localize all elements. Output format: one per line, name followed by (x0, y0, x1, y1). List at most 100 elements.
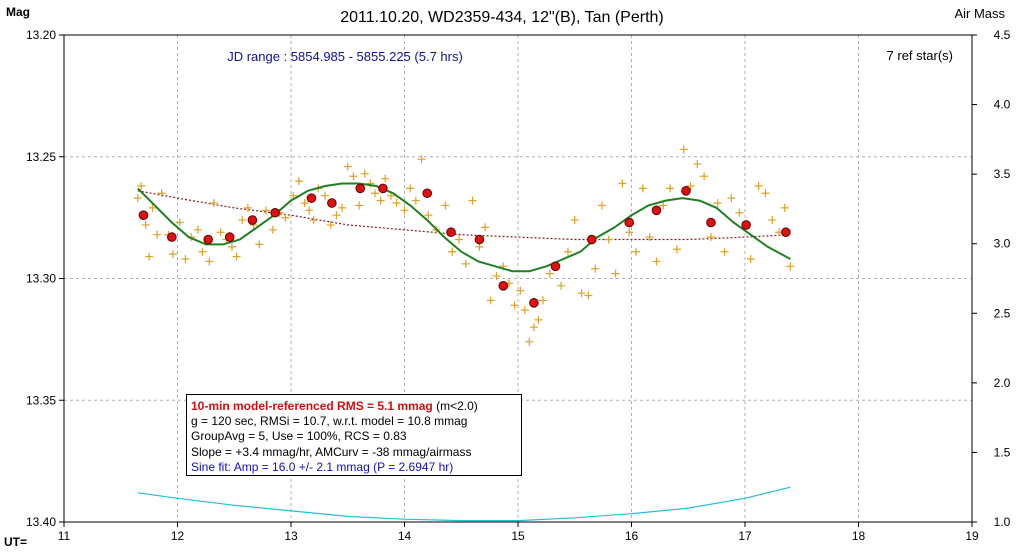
raw-point (406, 184, 415, 193)
raw-point (679, 145, 688, 154)
groupavg-point (681, 186, 691, 196)
x-tick-label: 12 (171, 529, 185, 543)
raw-point (326, 220, 335, 229)
raw-point (461, 259, 470, 268)
raw-point (510, 301, 519, 310)
stats-box: 10-min model-referenced RMS = 5.1 mmag (… (186, 394, 522, 476)
x-tick-label: 13 (284, 529, 298, 543)
raw-point (332, 211, 341, 220)
groupavg-point (781, 227, 791, 238)
x-tick-label: 17 (738, 529, 752, 543)
sine-fit-line (137, 182, 791, 273)
raw-point (686, 181, 695, 190)
y-tick-label: 13.35 (26, 393, 56, 407)
raw-point (604, 235, 613, 244)
x-tick-label: 19 (965, 529, 979, 543)
stats-rms-text: 10-min model-referenced RMS = 5.1 mmag (191, 399, 433, 413)
groupavg-point (474, 234, 485, 245)
groupavg-point (327, 198, 337, 208)
raw-point (454, 235, 463, 244)
raw-point (262, 206, 271, 215)
raw-point (625, 228, 634, 237)
stats-line-3: GroupAvg = 5, Use = 100%, RCS = 0.83 (191, 429, 407, 444)
axes (59, 34, 977, 527)
raw-point (468, 196, 477, 205)
raw-point (448, 247, 457, 256)
jd-range-label: JD range : 5854.985 - 5855.225 (5.7 hrs) (227, 49, 463, 64)
raw-point (349, 172, 358, 181)
chart-title: 2011.10.20, WD2359-434, 12"(B), Tan (Per… (340, 9, 664, 26)
raw-point (672, 245, 681, 254)
y2-tick-label: 4.0 (994, 98, 1011, 112)
raw-point (700, 172, 709, 181)
raw-point (141, 220, 150, 229)
x-tick-label: 14 (398, 529, 412, 543)
raw-point (780, 203, 789, 212)
model-line (137, 190, 791, 241)
raw-point (300, 199, 309, 208)
raw-point (343, 162, 352, 171)
raw-point (441, 201, 450, 210)
y2-tick-label: 2.5 (994, 306, 1011, 320)
raw-point (720, 247, 729, 256)
raw-point (693, 160, 702, 169)
raw-point (133, 194, 142, 203)
groupavg-point (529, 298, 539, 308)
y-tick-label: 13.30 (26, 272, 56, 286)
raw-point (727, 194, 736, 203)
raw-point (232, 252, 241, 261)
raw-point (255, 240, 264, 249)
raw-point (243, 203, 252, 212)
y2-tick-label: 1.5 (994, 445, 1011, 459)
airmass-line (137, 486, 791, 522)
raw-point (659, 201, 668, 210)
raw-point (198, 247, 207, 256)
groupavg-point (651, 205, 662, 216)
raw-point (645, 233, 654, 242)
raw-point (216, 228, 225, 237)
groupavg-point (247, 215, 258, 225)
groupavg-point (624, 217, 635, 228)
stats-line-4: Slope = +3.4 mmag/hr, AMCurv = -38 mmag/… (191, 444, 472, 459)
raw-point (137, 181, 146, 190)
groupavg-point (741, 220, 751, 230)
y-axis-label-left: Mag (6, 5, 30, 19)
raw-point (618, 179, 627, 188)
groupavg-point (203, 234, 213, 245)
raw-point (652, 257, 661, 266)
raw-point (360, 169, 369, 178)
groupavg-series (138, 183, 791, 308)
raw-point (227, 242, 236, 251)
raw-point (768, 216, 777, 225)
raw-point (534, 315, 543, 324)
groupavg-point (422, 188, 433, 199)
x-tick-label: 11 (58, 529, 71, 543)
sine-fit-series (137, 182, 791, 273)
tick-labels: 11 12 13 14 15 16 17 18 19 13.20 13.25 13.30 13.35 13… (26, 28, 1011, 543)
raw-point (205, 257, 214, 266)
stats-line-2: g = 120 sec, RMSi = 10.7, w.r.t. model =… (191, 414, 468, 429)
groupavg-point (138, 210, 149, 220)
raw-point (632, 247, 641, 256)
raw-point (355, 201, 364, 210)
raw-point (713, 199, 722, 208)
stats-line-1: 10-min model-referenced RMS = 5.1 mmag (… (191, 399, 517, 414)
y-axis-label-right: Air Mass (954, 6, 1005, 21)
raw-point (786, 262, 795, 271)
raw-point (338, 203, 347, 212)
raw-point (545, 269, 554, 278)
raw-point (294, 177, 303, 186)
raw-point (175, 218, 184, 227)
raw-point (411, 196, 420, 205)
groupavg-point (550, 261, 561, 272)
groupavg-point (498, 281, 509, 291)
x-tick-label: 16 (625, 529, 639, 543)
ref-stars-label: 7 ref star(s) (887, 48, 953, 63)
raw-point (153, 230, 162, 239)
raw-point (538, 296, 547, 305)
groupavg-point (167, 232, 177, 242)
y2-tick-label: 2.0 (994, 376, 1011, 390)
groupavg-point (270, 207, 280, 218)
raw-point (525, 337, 534, 346)
